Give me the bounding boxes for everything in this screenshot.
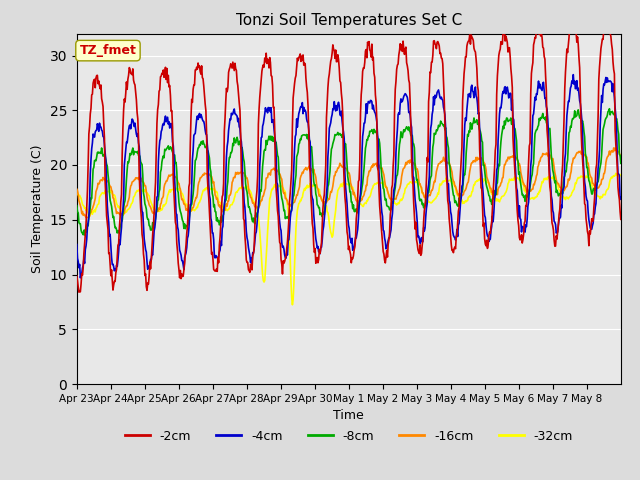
Title: Tonzi Soil Temperatures Set C: Tonzi Soil Temperatures Set C — [236, 13, 462, 28]
Text: TZ_fmet: TZ_fmet — [79, 44, 136, 57]
Legend: -2cm, -4cm, -8cm, -16cm, -32cm: -2cm, -4cm, -8cm, -16cm, -32cm — [120, 425, 578, 448]
Y-axis label: Soil Temperature (C): Soil Temperature (C) — [31, 144, 44, 273]
X-axis label: Time: Time — [333, 409, 364, 422]
